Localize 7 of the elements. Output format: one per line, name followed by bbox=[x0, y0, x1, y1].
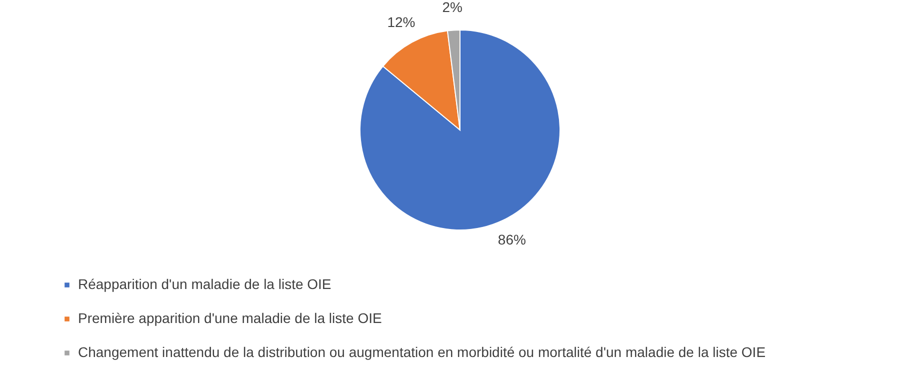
legend-label: Première apparition d'une maladie de la liste OIE bbox=[78, 310, 382, 326]
legend-label: Changement inattendu de la distribution ou augmentation en morbidité ou mortalité d'un maladie de la liste OIE bbox=[78, 344, 766, 360]
pie-slice bbox=[360, 30, 560, 230]
legend-label: Réapparition d'un maladie de la liste OIE bbox=[78, 276, 332, 292]
data-label: 2% bbox=[442, 0, 462, 16]
data-label: 86% bbox=[498, 231, 526, 248]
data-label: 12% bbox=[387, 14, 416, 30]
